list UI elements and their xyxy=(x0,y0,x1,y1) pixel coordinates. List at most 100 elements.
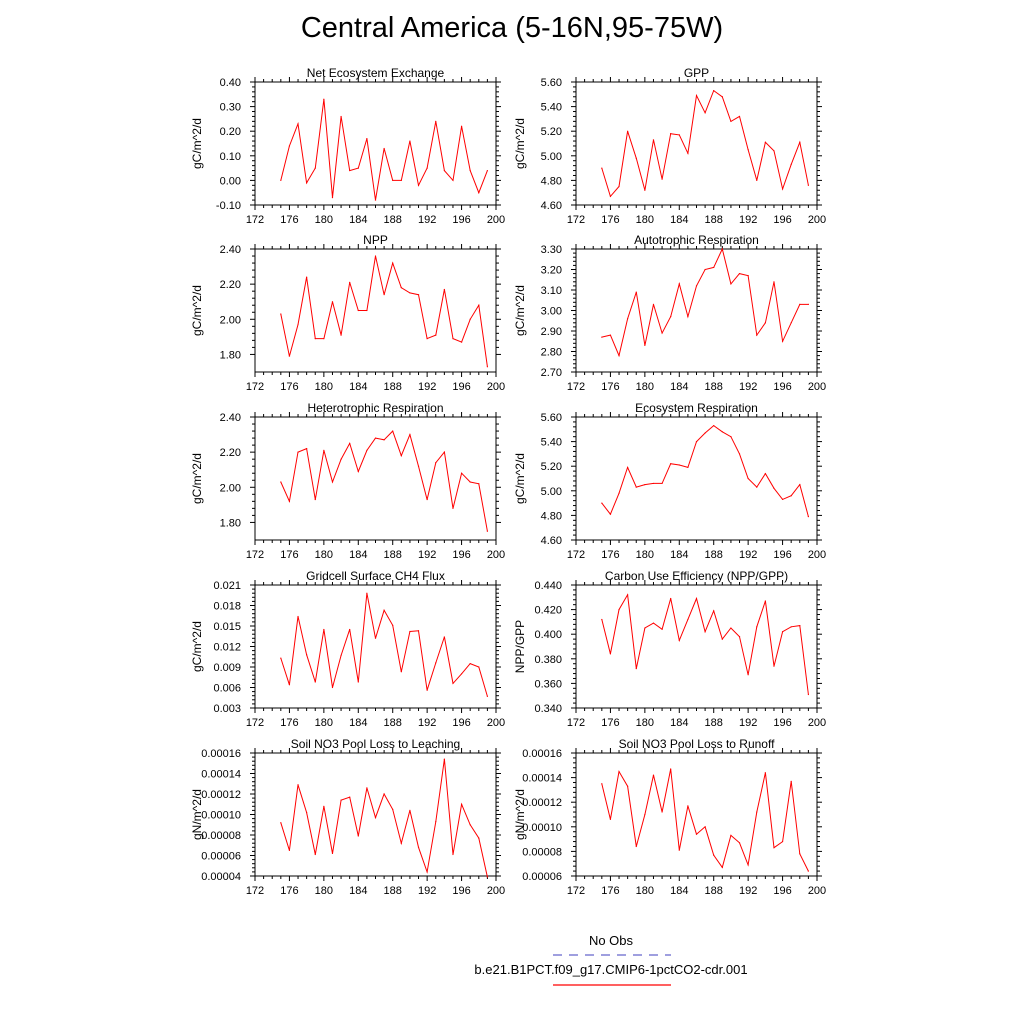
chart-9-data-point xyxy=(469,824,471,826)
chart-4-ytick-label: 2.80 xyxy=(541,347,562,359)
chart-4-ytick-label: 2.70 xyxy=(541,367,562,379)
chart-6-data-point xyxy=(652,482,655,485)
chart-3-data-point xyxy=(452,338,454,340)
chart-2-data-point xyxy=(601,167,603,169)
chart-2-data-point xyxy=(721,96,723,98)
chart-3-data-point xyxy=(417,294,420,296)
chart-3-data-point xyxy=(280,313,282,315)
chart-9-data-point xyxy=(486,876,488,878)
chart-7-xtick-label: 192 xyxy=(418,717,436,729)
chart-6-data-point xyxy=(730,436,732,438)
chart-8-data-point xyxy=(678,639,680,641)
chart-5-data-point xyxy=(417,465,420,467)
chart-4-xtick-label: 176 xyxy=(601,381,619,393)
chart-2-data-point xyxy=(627,130,629,132)
chart-4-data-point xyxy=(670,316,672,318)
chart-6-ylabel: gC/m^2/d xyxy=(513,453,527,504)
chart-5-ylabel: gC/m^2/d xyxy=(190,453,204,504)
chart-6-data-point xyxy=(609,513,612,515)
chart-5-data-point xyxy=(297,451,299,453)
chart-9-data-point xyxy=(306,811,308,814)
chart-3-data-point xyxy=(288,355,291,357)
chart-9-data-point xyxy=(297,784,299,786)
chart-4-plot-frame xyxy=(575,248,818,373)
chart-5-data-point xyxy=(314,498,316,501)
chart-7-data-point xyxy=(400,671,402,673)
chart-3-xtick-label: 172 xyxy=(246,381,264,393)
chart-10-ytick-label: 0.00008 xyxy=(522,846,562,858)
chart-7-xtick-label: 188 xyxy=(384,717,402,729)
chart-3-data-point xyxy=(383,294,385,296)
chart-7-data-point xyxy=(443,636,445,638)
chart-3-xtick-label: 192 xyxy=(418,381,436,393)
chart-1-data-point xyxy=(383,147,385,150)
chart-3-data-point xyxy=(486,366,488,368)
chart-4-ytick-label: 3.00 xyxy=(541,306,562,318)
chart-6-data-point xyxy=(687,466,689,469)
chart-1-xtick-label: 188 xyxy=(384,214,402,226)
chart-2-xtick-label: 176 xyxy=(601,214,619,226)
chart-5-xtick-label: 172 xyxy=(246,549,264,561)
chart-3-data-point xyxy=(469,318,471,320)
chart-5-xtick-label: 180 xyxy=(315,549,333,561)
chart-1-data-point xyxy=(443,169,445,172)
chart-2-xtick-label: 184 xyxy=(670,214,688,226)
chart-10-data-point xyxy=(764,772,766,774)
chart-9-xtick-label: 196 xyxy=(452,885,470,897)
chart-2-title: GPP xyxy=(684,66,709,80)
chart-8-data-point xyxy=(807,693,809,696)
chart-2-data-point xyxy=(678,134,680,136)
chart-6-data-point xyxy=(721,431,723,433)
chart-2-xtick-label: 180 xyxy=(636,214,654,226)
chart-7-plot-frame xyxy=(254,584,497,709)
chart-5-ytick-label: 2.40 xyxy=(220,412,241,424)
chart-4-data-point xyxy=(747,275,749,277)
chart-1-xtick-label: 172 xyxy=(246,214,264,226)
chart-6-plot-frame xyxy=(575,416,818,541)
chart-5-data-point xyxy=(452,507,454,509)
chart-4-xtick-label: 192 xyxy=(739,381,757,393)
chart-8-data-point xyxy=(756,626,758,628)
chart-4-data-point xyxy=(721,248,723,250)
chart-10-xtick-label: 192 xyxy=(739,885,757,897)
chart-10-data-point xyxy=(695,833,698,835)
chart-9-xtick-label: 180 xyxy=(315,885,333,897)
chart-1-series-line xyxy=(280,99,488,201)
chart-4-xtick-label: 172 xyxy=(567,381,585,393)
chart-10-xtick-label: 200 xyxy=(808,885,826,897)
chart-6-ytick-label: 5.20 xyxy=(541,461,562,473)
chart-7-xtick-label: 184 xyxy=(349,717,367,729)
chart-7-ytick-label: 0.015 xyxy=(213,621,241,633)
chart-10-plot-frame xyxy=(575,752,818,877)
chart-6-xtick-label: 188 xyxy=(705,549,723,561)
chart-6-data-point xyxy=(635,486,637,488)
chart-5-data-point xyxy=(280,481,282,483)
chart-10-data-point xyxy=(661,811,663,813)
chart-2-data-point xyxy=(773,150,775,152)
chart-9-data-point xyxy=(340,799,342,801)
chart-6-ytick-label: 5.60 xyxy=(541,412,562,424)
chart-1-data-point xyxy=(460,125,463,127)
chart-4-title: Autotrophic Respiration xyxy=(634,233,759,247)
chart-4-ylabel: gC/m^2/d xyxy=(513,285,527,336)
chart-3-title: NPP xyxy=(363,233,388,247)
chart-3-ylabel: gC/m^2/d xyxy=(190,285,204,336)
chart-1-data-point xyxy=(366,137,368,140)
chart-10-data-point xyxy=(790,780,792,782)
chart-2-xtick-label: 192 xyxy=(739,214,757,226)
chart-1-data-point xyxy=(409,140,411,142)
chart-1-data-point xyxy=(349,169,351,172)
chart-5-data-point xyxy=(435,462,437,464)
chart-1-data-point xyxy=(374,199,377,201)
chart-7-data-point xyxy=(297,615,299,618)
chart-10-data-point xyxy=(730,834,732,837)
chart-10-data-point xyxy=(799,853,801,855)
chart-10-title: Soil NO3 Pool Loss to Runoff xyxy=(619,737,776,751)
chart-7-data-point xyxy=(349,628,351,631)
chart-6-data-point xyxy=(601,502,603,504)
chart-9-data-point xyxy=(374,816,377,819)
chart-7-ytick-label: 0.003 xyxy=(213,703,241,715)
chart-5-data-point xyxy=(331,481,334,483)
chart-8-data-point xyxy=(670,597,672,600)
chart-1-xtick-label: 184 xyxy=(349,214,367,226)
